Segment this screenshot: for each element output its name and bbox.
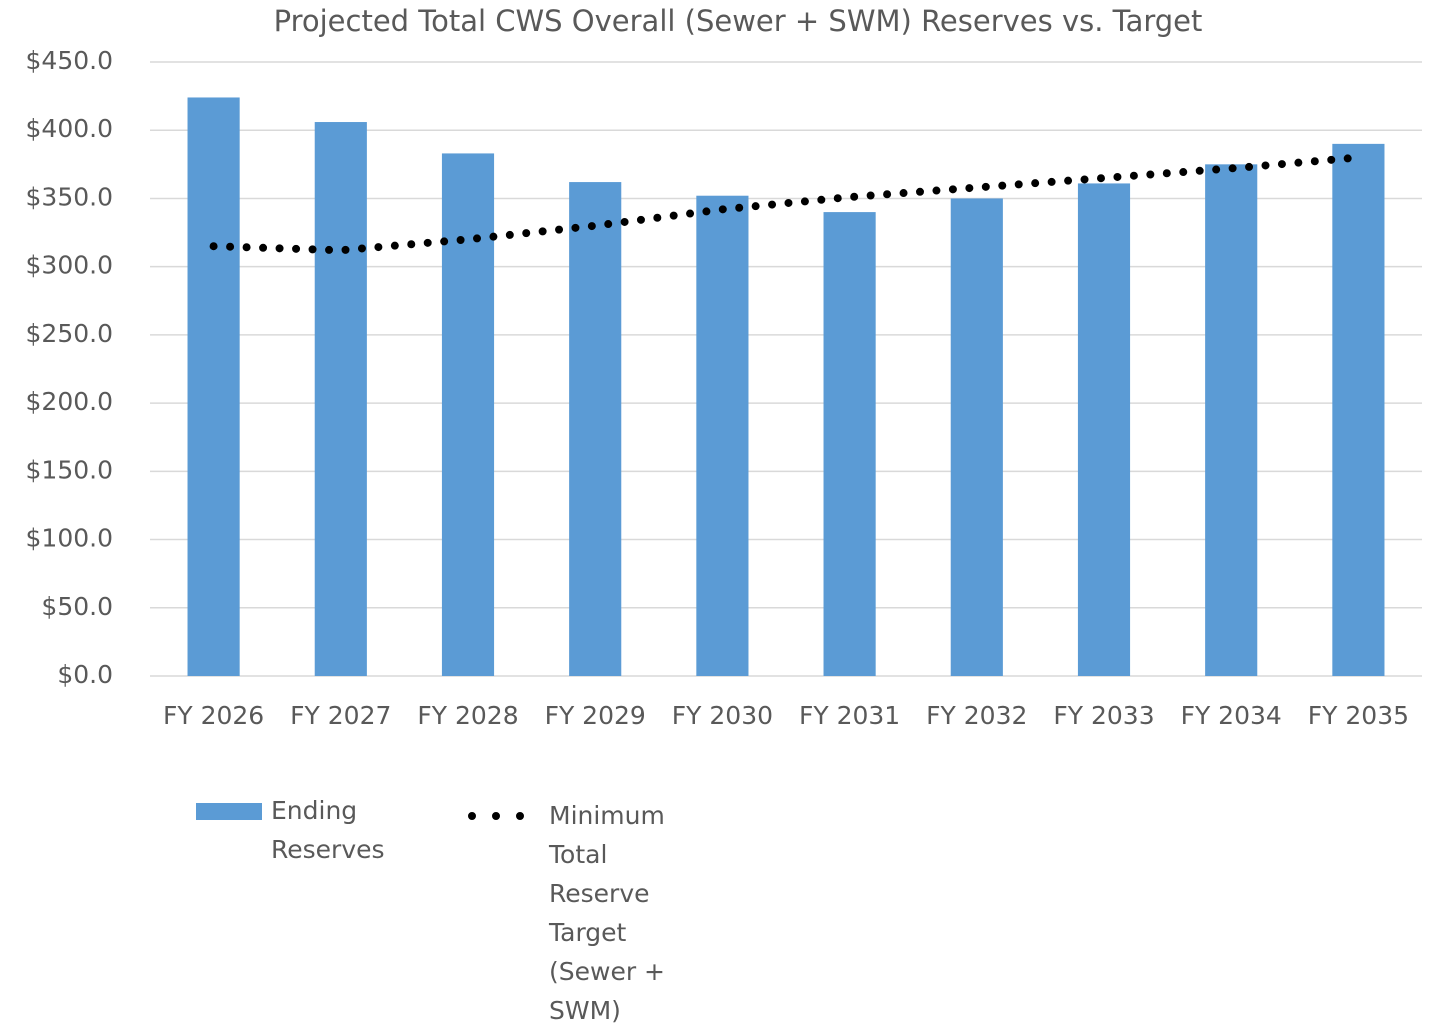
bar xyxy=(1077,183,1131,677)
x-tick-label: FY 2028 xyxy=(417,701,518,730)
chart-title: Projected Total CWS Overall (Sewer + SWM… xyxy=(274,4,1203,38)
legend-swatch xyxy=(196,803,262,820)
y-tick-label: $150.0 xyxy=(26,455,113,484)
y-tick-label: $450.0 xyxy=(26,46,113,75)
bar xyxy=(569,182,622,676)
y-tick-label: $350.0 xyxy=(26,182,113,211)
x-tick-label: FY 2035 xyxy=(1308,701,1409,730)
target-line xyxy=(209,153,1363,255)
bar xyxy=(314,122,367,677)
bar xyxy=(823,212,876,677)
y-tick-label: $0.0 xyxy=(57,660,113,689)
legend-label: Ending Reserves xyxy=(271,796,385,864)
legend-label: Minimum Total Reserve Target (Sewer + SW… xyxy=(549,801,666,1025)
x-tick-label: FY 2032 xyxy=(926,701,1027,730)
y-tick-label: $250.0 xyxy=(26,319,113,348)
y-tick-label: $50.0 xyxy=(41,592,113,621)
bar xyxy=(950,198,1003,676)
x-tick-label: FY 2029 xyxy=(545,701,646,730)
x-tick-label: FY 2034 xyxy=(1181,701,1282,730)
bar xyxy=(1205,164,1258,677)
x-tick-label: FY 2031 xyxy=(799,701,900,730)
y-tick-label: $400.0 xyxy=(26,114,113,143)
x-tick-label: FY 2027 xyxy=(290,701,391,730)
x-tick-label: FY 2030 xyxy=(672,701,773,730)
x-tick-label: FY 2026 xyxy=(163,701,264,730)
x-tick-label: FY 2033 xyxy=(1053,701,1154,730)
bar xyxy=(696,195,749,676)
bar xyxy=(1332,143,1385,676)
bar xyxy=(187,97,240,676)
y-tick-label: $100.0 xyxy=(26,524,113,553)
y-tick-label: $300.0 xyxy=(26,251,113,280)
bar xyxy=(441,153,495,676)
y-tick-label: $200.0 xyxy=(26,387,113,416)
